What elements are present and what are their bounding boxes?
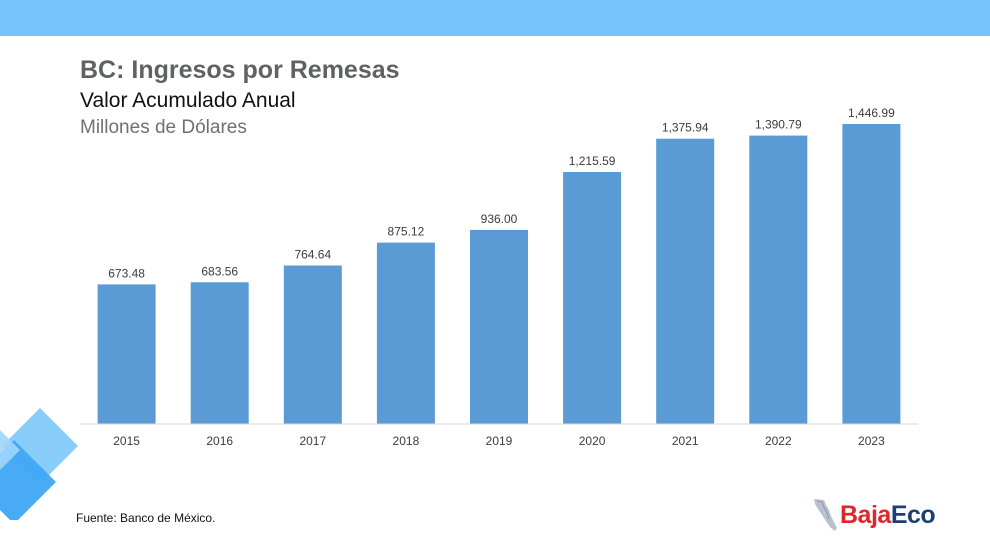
chart-subtitle: Valor Acumulado Anual	[80, 89, 296, 112]
bar-chart: 673.48 2015 683.56 2016 764.64 2017 875.12 2018…	[80, 106, 918, 448]
data-label-2019: 936.00	[481, 212, 518, 226]
chart-units-label: Millones de Dólares	[80, 117, 247, 138]
logo-text-baja: Baja	[840, 501, 891, 529]
x-tick-label-2018: 2018	[393, 434, 420, 448]
bar-2018	[376, 242, 435, 424]
x-tick-label-2020: 2020	[579, 434, 606, 448]
x-tick-label-2022: 2022	[765, 434, 792, 448]
decorative-diamond-shapes	[0, 408, 78, 520]
data-label-2017: 764.64	[294, 248, 331, 262]
logo-text-eco: Eco	[890, 501, 936, 529]
x-tick-label-2021: 2021	[672, 434, 699, 448]
data-label-2021: 1,375.94	[662, 121, 709, 135]
top-banner	[0, 0, 990, 36]
bar-2021	[656, 138, 715, 424]
bar-2019	[470, 229, 528, 424]
x-tick-label-2017: 2017	[299, 434, 326, 448]
chart-title: BC: Ingresos por Remesas	[80, 56, 400, 84]
data-label-2022: 1,390.79	[755, 118, 802, 132]
x-tick-label-2023: 2023	[858, 434, 885, 448]
bar-2022	[749, 135, 808, 424]
x-tick-label-2015: 2015	[113, 434, 140, 448]
x-tick-label-2016: 2016	[206, 434, 233, 448]
data-label-2020: 1,215.59	[569, 154, 616, 168]
bar-2017	[283, 265, 342, 424]
data-label-2023: 1,446.99	[848, 106, 895, 120]
bar-2016	[190, 282, 249, 424]
data-label-2015: 673.48	[108, 266, 145, 280]
data-label-2016: 683.56	[201, 264, 238, 278]
x-tick-label-2019: 2019	[486, 434, 513, 448]
bar-2015	[97, 284, 156, 424]
bar-2020	[563, 172, 622, 424]
source-note: Fuente: Banco de México.	[76, 511, 216, 525]
bajaeco-logo: BajaEco	[810, 495, 960, 535]
baja-california-map-icon	[814, 499, 837, 531]
bar-2023	[842, 124, 901, 424]
data-label-2018: 875.12	[388, 225, 425, 239]
